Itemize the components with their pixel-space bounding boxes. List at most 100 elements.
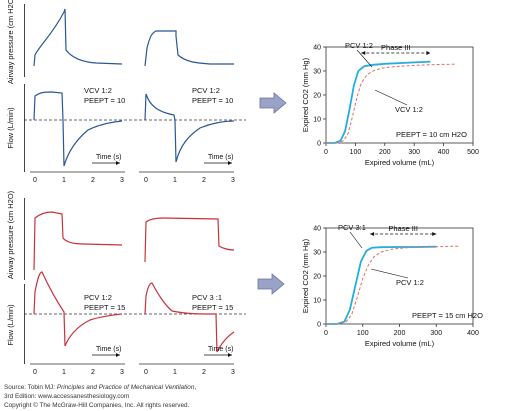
top-waves: [33, 8, 235, 167]
bottom-flow-axis: [24, 284, 25, 364]
source-line-3: Copyright © The McGraw-Hill Companies, I…: [4, 402, 190, 409]
y-tick-label: 20: [313, 274, 321, 281]
bottom-tick-2b: 2: [202, 369, 206, 376]
top-tick-0a: 0: [33, 177, 37, 184]
top-left-flow-wave: [33, 91, 123, 167]
bottom-left-pressure-wave: [33, 211, 123, 271]
bottom-tick-0b: 0: [144, 369, 148, 376]
bottom-time-label-right: Time (s): [208, 346, 233, 353]
top-time-label-left: Time (s): [96, 154, 121, 161]
top-right-pressure-wave: [144, 30, 234, 67]
top-time-label-right: Time (s): [208, 154, 233, 161]
bottom-time-arrowhead-left: [116, 353, 120, 357]
curve-label: VCV 1:2: [395, 105, 423, 114]
bottom-right-pressure-wave: [144, 217, 235, 263]
top-tick-0b: 0: [144, 177, 148, 184]
bottom-left-peep: PEEPT = 15: [84, 303, 125, 312]
bottom-waves: [33, 211, 235, 353]
top-tick-1b: 1: [173, 177, 177, 184]
top-left-mode: VCV 1:2: [84, 86, 112, 95]
curve-label: PCV 3:1: [338, 223, 366, 232]
phase-iii-arrowhead-left: [361, 51, 366, 55]
curve-leader-line: [349, 231, 363, 249]
bottom-pressure-axis: [24, 198, 25, 280]
x-tick-label: 0: [324, 330, 328, 337]
curve-leader-line: [370, 268, 409, 279]
bottom-time-arrowhead-right: [228, 353, 232, 357]
y-axis-label: Expired CO2 (mm Hg): [301, 238, 310, 313]
source-line-2: 3rd Edition: www.accessanesthesiology.co…: [4, 393, 130, 400]
y-tick-label: 0: [317, 322, 321, 329]
x-tick-label: 100: [357, 330, 369, 337]
bottom-tick-2a: 2: [91, 369, 95, 376]
source-line-1: Source: Tobin MJ: Principles and Practic…: [4, 384, 196, 391]
curve-label: PCV 1:2: [396, 278, 424, 287]
bottom-right-peep: PEEPT = 15: [192, 303, 233, 312]
bottom-left-flow-wave: [33, 271, 123, 347]
x-tick-label: 300: [430, 330, 442, 337]
top-tick-1a: 1: [62, 177, 66, 184]
bottom-flow-ylabel: Flow (L/min): [6, 304, 15, 346]
bottom-tick-3a: 3: [120, 369, 124, 376]
x-tick-label: 400: [438, 149, 450, 156]
top-waveform-panel: Airway pressure (cm H2O) Flow (L/min) 0 …: [6, 0, 246, 184]
top-left-peep: PEEPT = 10: [84, 96, 125, 105]
curve-leader-line: [356, 49, 373, 68]
x-tick-label: 200: [394, 330, 406, 337]
x-tick-label: 100: [350, 149, 362, 156]
top-time-arrowhead-left: [116, 161, 120, 165]
x-tick-label: 0: [324, 149, 328, 156]
bottom-tick-3b: 3: [231, 369, 235, 376]
phase-iii-arrowhead-right: [432, 232, 437, 236]
bottom-right-flow-wave: [144, 282, 235, 353]
x-tick-label: 200: [379, 149, 391, 156]
phase-iii-arrowhead-left: [370, 232, 375, 236]
top-connector-arrow: [259, 92, 287, 114]
x-axis-label: Expired volume (mL): [365, 158, 435, 167]
bottom-tick-1b: 1: [173, 369, 177, 376]
co2-chart-top: 0 100 200 300 400 500 0 10 20 30 40 Expired volume …: [301, 41, 479, 167]
plot-frame: [325, 46, 474, 144]
peep-annotation: PEEPT = 15 cm H2O: [412, 311, 483, 320]
top-tick-2a: 2: [91, 177, 95, 184]
x-tick-label: 500: [467, 149, 479, 156]
top-time-ticks: 0 1 2 3 0 1 2 3: [33, 177, 235, 184]
curve-label: PCV 1:2: [345, 41, 373, 50]
bottom-pressure-ylabel: Airway pressure (cm H2O): [6, 190, 15, 279]
x-axis-label: Expired volume (mL): [365, 339, 435, 348]
top-pressure-axis: [24, 4, 25, 77]
y-axis-label: Expired CO2 (mm Hg): [301, 57, 310, 132]
series-line-dashed: [326, 63, 457, 144]
bottom-waveform-panel: Airway pressure (cm H2O) Flow (L/min) PC…: [6, 190, 246, 376]
top-pressure-ylabel: Airway pressure (cm H2O): [6, 0, 15, 84]
top-tick-3a: 3: [120, 177, 124, 184]
phase-iii-label: Phase III: [388, 224, 418, 233]
top-flow-ylabel: Flow (L/min): [6, 107, 15, 149]
bottom-tick-1a: 1: [62, 369, 66, 376]
y-tick-label: 40: [313, 226, 321, 233]
source-book: Principles and Practice of Mechanical Ve…: [56, 384, 195, 391]
series-line-dashed: [326, 245, 459, 325]
phase-iii-arrowhead-right: [426, 51, 431, 55]
top-right-mode: PCV 1:2: [192, 86, 220, 95]
bottom-time-label-left: Time (s): [96, 346, 121, 353]
top-right-peep: PEEPT = 10: [192, 96, 233, 105]
y-tick-label: 10: [313, 117, 321, 124]
source-prefix: Source: Tobin MJ:: [4, 384, 57, 391]
bottom-tick-0a: 0: [33, 369, 37, 376]
top-tick-3b: 3: [231, 177, 235, 184]
peep-annotation: PEEPT = 10 cm H2O: [396, 130, 467, 139]
series-line-solid: [326, 60, 431, 144]
y-tick-label: 10: [313, 298, 321, 305]
curve-leader-line: [374, 89, 408, 106]
top-left-pressure-wave: [33, 8, 123, 67]
phase-iii-label: Phase III: [381, 43, 411, 52]
bottom-right-mode: PCV 3 :1: [192, 293, 222, 302]
y-tick-label: 20: [313, 93, 321, 100]
y-tick-label: 40: [313, 45, 321, 52]
series-line-solid: [326, 245, 437, 325]
top-right-flow-wave: [144, 93, 235, 163]
top-flow-axis: [24, 84, 25, 172]
top-time-arrowhead-right: [228, 161, 232, 165]
